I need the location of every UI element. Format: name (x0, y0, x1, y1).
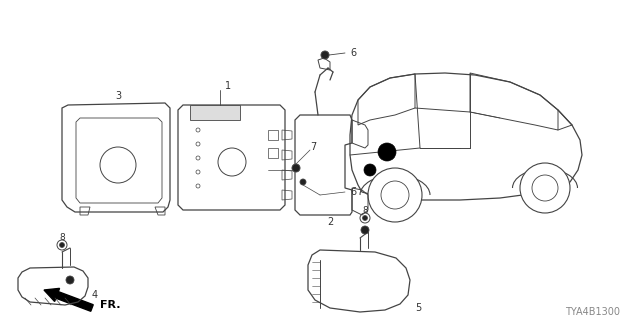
FancyArrow shape (44, 288, 93, 311)
Circle shape (321, 51, 329, 59)
Text: 8: 8 (362, 205, 368, 214)
Text: 6: 6 (350, 48, 356, 58)
Text: 1: 1 (225, 81, 231, 91)
Circle shape (292, 164, 300, 172)
Text: 7: 7 (310, 142, 316, 152)
Text: 5: 5 (415, 303, 421, 313)
Circle shape (361, 226, 369, 234)
Text: FR.: FR. (100, 300, 120, 310)
Text: 2: 2 (327, 217, 333, 227)
Text: TYA4B1300: TYA4B1300 (565, 307, 620, 317)
Circle shape (378, 143, 396, 161)
Circle shape (300, 179, 306, 185)
Circle shape (364, 164, 376, 176)
Circle shape (66, 276, 74, 284)
Polygon shape (190, 105, 240, 120)
Circle shape (362, 215, 367, 220)
Circle shape (520, 163, 570, 213)
Text: 8: 8 (59, 233, 65, 242)
Circle shape (368, 168, 422, 222)
Circle shape (60, 243, 65, 247)
Text: 3: 3 (115, 91, 121, 101)
Text: 4: 4 (92, 290, 98, 300)
Text: 6: 6 (350, 187, 356, 197)
